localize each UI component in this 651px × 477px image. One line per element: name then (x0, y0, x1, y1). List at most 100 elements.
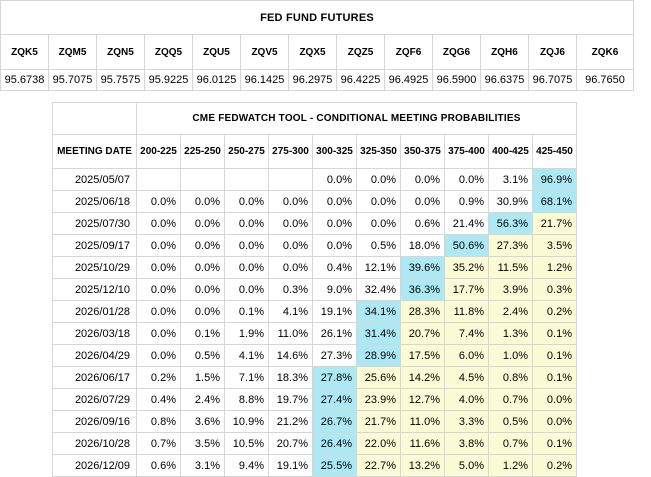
probability-cell: 0.7% (488, 388, 533, 411)
fedwatch-header-row: MEETING DATE 200-225 225-250 250-275 275… (52, 134, 577, 169)
meeting-date-cell: 2026/10/28 (52, 432, 137, 455)
contract-price: 96.0125 (192, 69, 241, 91)
contract-header: ZQV5 (240, 34, 289, 70)
probability-cell: 0.1% (532, 432, 577, 455)
rate-range-header: 275-300 (268, 134, 313, 169)
table-row: 2026/09/16 0.8% 3.6% 10.9% 21.2% 26.7% 21.7% 11… (52, 410, 577, 433)
probability-cell: 0.1% (180, 322, 225, 345)
probability-cell: 20.7% (400, 322, 445, 345)
probability-cell: 0.0% (224, 212, 269, 235)
table-row: 2025/12/10 0.0% 0.0% 0.0% 0.3% 9.0% 32.4% 36.3%… (52, 278, 577, 301)
probability-cell: 10.9% (224, 410, 269, 433)
contract-header: ZQM5 (48, 34, 97, 70)
contract-header: ZQK5 (0, 34, 49, 70)
probability-cell: 3.1% (180, 454, 225, 477)
probability-cell: 0.0% (136, 256, 181, 279)
contract-header: ZQU5 (192, 34, 241, 70)
probability-cell: 0.1% (224, 300, 269, 323)
rate-range-header: 425-450 (532, 134, 577, 169)
probability-cell: 39.6% (400, 256, 445, 279)
probability-cell: 0.0% (136, 278, 181, 301)
probability-cell: 0.0% (532, 410, 577, 433)
probability-cell: 1.2% (532, 256, 577, 279)
probability-cell: 0.0% (224, 190, 269, 213)
probability-cell: 0.4% (136, 388, 181, 411)
probability-cell: 30.9% (488, 190, 533, 213)
probability-cell: 0.1% (532, 322, 577, 345)
probability-cell: 0.0% (224, 234, 269, 257)
probability-cell: 2.4% (488, 300, 533, 323)
fedwatch-title: CME FEDWATCH TOOL - CONDITIONAL MEETING … (136, 102, 577, 135)
probability-cell: 18.0% (400, 234, 445, 257)
meeting-date-cell: 2026/01/28 (52, 300, 137, 323)
probability-cell: 0.0% (532, 388, 577, 411)
futures-header-row: ZQK5 ZQM5 ZQN5 ZQQ5 ZQU5 ZQV5 ZQX5 ZQZ5 … (0, 34, 634, 70)
probability-cell: 0.3% (268, 278, 313, 301)
probability-cell: 20.7% (268, 432, 313, 455)
fedwatch-probabilities-table: CME FEDWATCH TOOL - CONDITIONAL MEETING … (52, 102, 577, 477)
contract-price: 95.7075 (48, 69, 97, 91)
meeting-date-cell: 2025/05/07 (52, 168, 137, 191)
probability-cell: 35.2% (444, 256, 489, 279)
probability-cell: 32.4% (356, 278, 401, 301)
probability-cell: 0.0% (268, 256, 313, 279)
probability-cell: 0.0% (136, 344, 181, 367)
probability-cell: 9.0% (312, 278, 357, 301)
probability-cell: 25.6% (356, 366, 401, 389)
rate-range-header: 375-400 (444, 134, 489, 169)
probability-cell: 8.8% (224, 388, 269, 411)
probability-cell: 0.0% (180, 256, 225, 279)
probability-cell: 5.0% (444, 454, 489, 477)
probability-cell: 0.0% (444, 168, 489, 191)
probability-cell: 2.4% (180, 388, 225, 411)
table-row: 2025/09/17 0.0% 0.0% 0.0% 0.0% 0.0% 0.5% 18.0% 5… (52, 234, 577, 257)
probability-cell: 17.5% (400, 344, 445, 367)
probability-cell (224, 168, 269, 191)
probability-cell: 13.2% (400, 454, 445, 477)
meeting-date-cell: 2026/03/18 (52, 322, 137, 345)
contract-header: ZQQ5 (144, 34, 193, 70)
probability-cell: 0.0% (136, 300, 181, 323)
probability-cell: 14.6% (268, 344, 313, 367)
probability-cell: 26.1% (312, 322, 357, 345)
probability-cell: 27.3% (488, 234, 533, 257)
probability-cell: 12.7% (400, 388, 445, 411)
probability-cell: 0.0% (312, 212, 357, 235)
probability-cell: 0.4% (312, 256, 357, 279)
probability-cell: 17.7% (444, 278, 489, 301)
meeting-date-header: MEETING DATE (52, 134, 137, 169)
table-row: 2025/07/30 0.0% 0.0% 0.0% 0.0% 0.0% 0.0% 0.6% 21… (52, 212, 577, 235)
rate-range-header: 325-350 (356, 134, 401, 169)
probability-cell: 11.6% (400, 432, 445, 455)
probability-cell: 10.5% (224, 432, 269, 455)
probability-cell: 0.0% (400, 190, 445, 213)
probability-cell: 18.3% (268, 366, 313, 389)
rate-range-header: 300-325 (312, 134, 357, 169)
probability-cell: 4.0% (444, 388, 489, 411)
probability-cell: 0.0% (180, 190, 225, 213)
probability-cell: 0.0% (136, 190, 181, 213)
probability-cell: 50.6% (444, 234, 489, 257)
probability-cell: 23.9% (356, 388, 401, 411)
probability-cell: 0.0% (268, 234, 313, 257)
probability-cell: 96.9% (532, 168, 577, 191)
probability-cell: 3.5% (532, 234, 577, 257)
probability-cell: 0.0% (180, 212, 225, 235)
probability-cell: 0.9% (444, 190, 489, 213)
table-row: 2026/04/29 0.0% 0.5% 4.1% 14.6% 27.3% 28.9% 17.… (52, 344, 577, 367)
probability-cell: 3.1% (488, 168, 533, 191)
contract-price: 96.6375 (480, 69, 529, 91)
probability-cell: 0.0% (136, 212, 181, 235)
contract-price: 95.9225 (144, 69, 193, 91)
table-row: 2026/12/09 0.6% 3.1% 9.4% 19.1% 25.5% 22.7% 13.… (52, 454, 577, 477)
probability-cell: 0.0% (312, 190, 357, 213)
probability-cell: 0.7% (136, 432, 181, 455)
probability-cell: 0.2% (136, 366, 181, 389)
meeting-date-cell: 2026/09/16 (52, 410, 137, 433)
probability-cell: 3.8% (444, 432, 489, 455)
probability-cell: 0.0% (356, 212, 401, 235)
probability-cell: 7.1% (224, 366, 269, 389)
probability-cell: 21.4% (444, 212, 489, 235)
probability-cell: 0.0% (180, 278, 225, 301)
meeting-date-cell: 2026/07/29 (52, 388, 137, 411)
